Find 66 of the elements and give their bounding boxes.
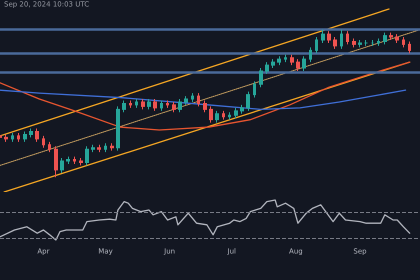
- candlestick: [147, 98, 151, 110]
- candlestick: [35, 128, 39, 142]
- candlestick: [184, 96, 188, 106]
- candlestick: [284, 54, 287, 63]
- candlestick: [296, 58, 300, 72]
- candlestick: [60, 158, 64, 174]
- candlestick: [135, 98, 138, 108]
- candlestick: [166, 100, 169, 108]
- candlestick: [42, 135, 45, 148]
- candlestick: [352, 38, 356, 48]
- candlestick: [402, 36, 405, 48]
- candlestick: [11, 132, 14, 142]
- candlestick: [73, 156, 76, 164]
- candlestick: [17, 132, 20, 142]
- candlestick: [178, 98, 182, 113]
- candlestick: [246, 91, 250, 112]
- candlestick: [104, 142, 107, 153]
- candlestick: [172, 101, 176, 113]
- candlestick: [302, 56, 306, 72]
- candlestick: [371, 39, 374, 46]
- candlestick: [358, 39, 362, 48]
- candlestick: [215, 110, 219, 124]
- candlestick: [277, 56, 281, 66]
- candlestick: [116, 106, 120, 152]
- candlestick: [209, 106, 213, 124]
- candlestick: [234, 107, 238, 119]
- candlestick: [340, 29, 343, 50]
- candlestick: [228, 112, 231, 120]
- candlestick: [91, 144, 95, 153]
- candlestick: [97, 144, 101, 153]
- candlestick: [315, 36, 318, 54]
- candlestick: [395, 34, 399, 44]
- candlestick: [377, 38, 380, 46]
- candlestick: [66, 156, 70, 164]
- candlestick: [141, 98, 145, 110]
- candlestick: [85, 146, 89, 166]
- candlestick: [191, 92, 194, 102]
- candlestick: [48, 141, 51, 153]
- candlestick: [364, 39, 368, 46]
- candlestick: [259, 68, 263, 88]
- candlestick: [110, 142, 114, 152]
- candlestick: [333, 36, 337, 50]
- candlestick: [253, 80, 256, 98]
- candlestick: [222, 110, 225, 120]
- candlestick: [29, 128, 33, 138]
- candlestick: [346, 30, 349, 45]
- candlestick: [122, 100, 126, 113]
- candlestick: [408, 40, 411, 54]
- candlestick: [54, 146, 58, 178]
- candlestick: [203, 100, 207, 113]
- candlestick: [79, 158, 83, 166]
- candlestick: [160, 100, 163, 112]
- candlestick: [240, 104, 244, 114]
- candlestick: [23, 130, 27, 142]
- candlestick: [153, 98, 157, 112]
- candlestick: [383, 32, 387, 45]
- candlestick: [197, 92, 200, 107]
- candlestick: [265, 62, 269, 74]
- candlestick: [309, 46, 312, 63]
- candlestick: [271, 58, 275, 69]
- candlestick: [129, 100, 132, 108]
- candlestick: [4, 134, 8, 142]
- candlestick: [327, 30, 331, 44]
- candlestick: [389, 32, 393, 40]
- candlestick: [321, 29, 325, 44]
- candlestick: [290, 54, 294, 66]
